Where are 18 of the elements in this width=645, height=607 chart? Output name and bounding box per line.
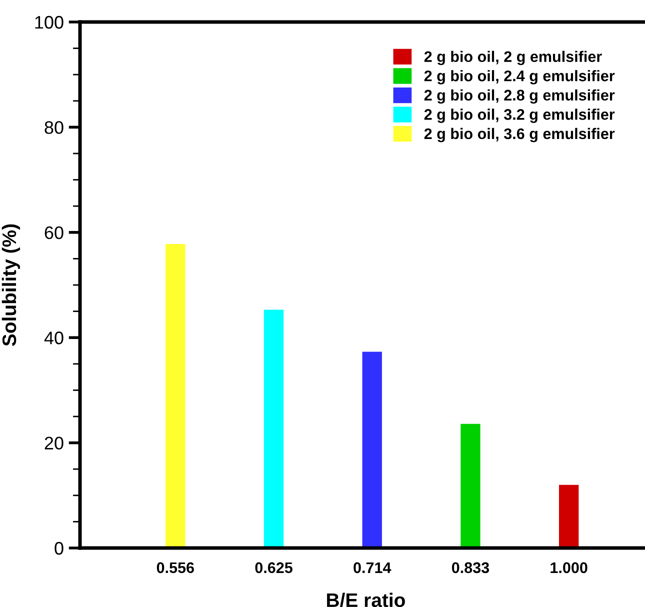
x-axis-title: B/E ratio: [327, 592, 405, 607]
x-tick-label: 0.714: [354, 562, 392, 574]
legend-label: 2 g bio oil, 2 g emulsifier: [424, 50, 602, 66]
y-tick-label: 60: [44, 226, 64, 240]
y-tick-label: 100: [35, 16, 64, 29]
x-tick-label: 0.556: [156, 562, 194, 574]
legend-label: 2 g bio oil, 2.8 g emulsifier: [424, 89, 615, 104]
x-tick-label: 0.625: [255, 562, 292, 574]
y-tick-label: 20: [44, 436, 64, 450]
y-axis-title: Solubility (%): [2, 224, 20, 346]
y-tick-label: 80: [44, 121, 64, 134]
x-tick-label: 0.833: [452, 562, 490, 574]
y-tick-label: 40: [44, 332, 64, 344]
legend-label: 2 g bio oil, 3.6 g emulsifier: [424, 128, 615, 142]
x-tick-label: 1.000: [550, 562, 588, 574]
legend-label: 2 g bio oil, 3.2 g emulsifier: [424, 108, 615, 123]
y-tick-label: 0: [54, 542, 64, 555]
legend-label: 2 g bio oil, 2.4 g emulsifier: [424, 70, 615, 84]
